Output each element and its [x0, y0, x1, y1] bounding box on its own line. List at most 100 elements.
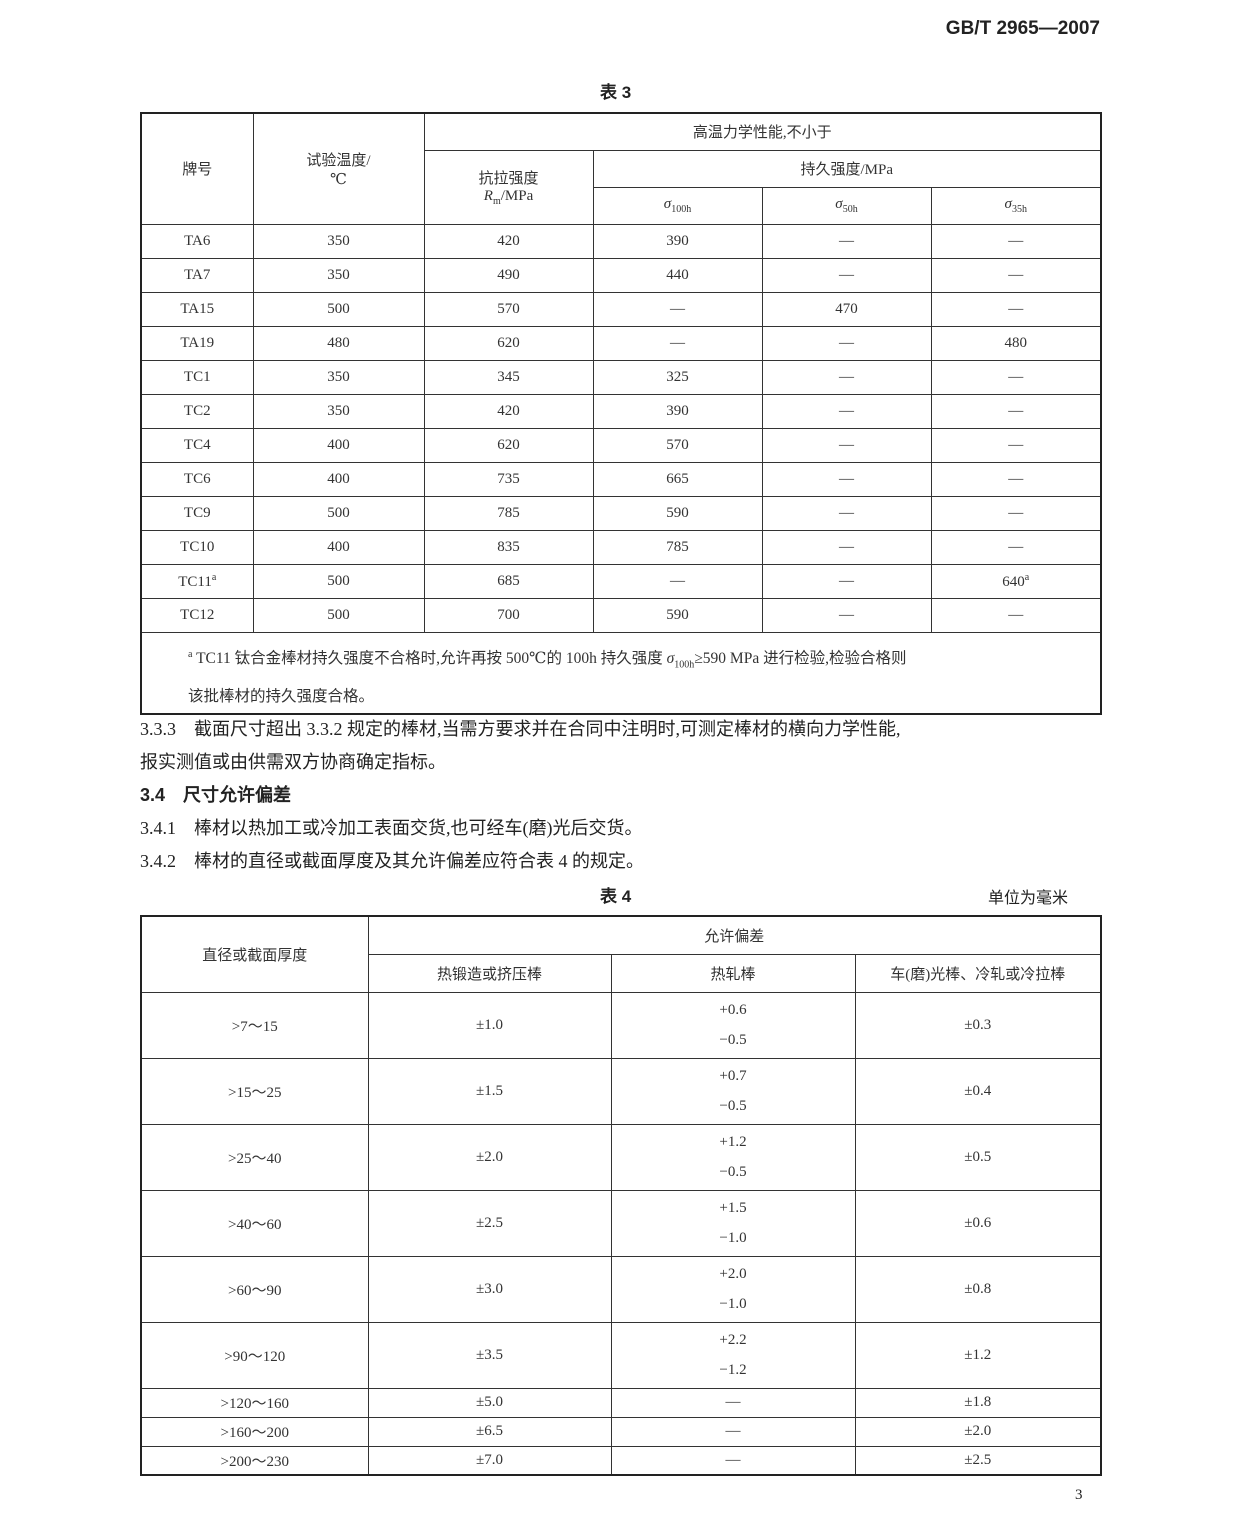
table-cell: — — [761, 359, 932, 395]
table-cell: 480 — [930, 325, 1102, 361]
table-row: TC4 400 620 570— — — [140, 427, 1102, 463]
table-cell: — — [592, 325, 763, 361]
table-cell: ±0.3 — [854, 991, 1102, 1059]
table-cell: — — [930, 529, 1102, 565]
table3-footnote: a TC11 钛合金棒材持久强度不合格时,允许再按 500℃的 100h 持久强… — [140, 631, 1102, 715]
table-cell: 490 — [423, 257, 594, 293]
table-row: TC2 350 420 390— — — [140, 393, 1102, 429]
table-cell: — — [761, 563, 932, 599]
table-cell: 590 — [592, 597, 763, 633]
header-group: 高温力学性能,不小于 — [423, 112, 1102, 151]
table-cell: 350 — [252, 257, 425, 293]
table-row: TC10 400 835 785— — — [140, 529, 1102, 565]
table-row: TC1 350 345 325— — — [140, 359, 1102, 395]
table-cell: — — [592, 291, 763, 327]
table-row: >160～200 ±6.5— ±2.0 — [140, 1416, 1102, 1447]
table-cell: 390 — [592, 223, 763, 259]
table-cell: — — [930, 291, 1102, 327]
table3-caption: 表 3 — [600, 83, 632, 102]
table-cell: TC1 — [140, 359, 254, 395]
table-row: >40～60 ±2.5 +1.5 −1.0 ±0.6 — [140, 1189, 1102, 1257]
table-cell: — — [761, 325, 932, 361]
table-cell: ±7.0 — [367, 1445, 612, 1476]
table-row: TA19 480 620— —480 — [140, 325, 1102, 361]
table-cell: 440 — [592, 257, 763, 293]
table-cell: — — [761, 597, 932, 633]
table-cell: — — [930, 359, 1102, 395]
table-cell: 400 — [252, 529, 425, 565]
header-sigma-50h: σ50h — [761, 186, 932, 225]
header-hot-rolled: 热轧棒 — [610, 953, 856, 993]
header-sigma-35h: σ35h — [930, 186, 1102, 225]
table-cell: 590 — [592, 495, 763, 531]
table-cell: 470 — [761, 291, 932, 327]
table-cell: ±1.8 — [854, 1387, 1102, 1418]
page-number: 3 — [1075, 1487, 1083, 1503]
table-cell: +1.2 −0.5 — [610, 1123, 856, 1191]
table-cell: 620 — [423, 325, 594, 361]
table-cell: 480 — [252, 325, 425, 361]
header-tolerance: 允许偏差 — [367, 915, 1102, 955]
table-cell: TA19 — [140, 325, 254, 361]
table-cell: >90～120 — [140, 1321, 369, 1389]
table-cell: TA6 — [140, 223, 254, 259]
table-cell: TA15 — [140, 291, 254, 327]
table-row: >15～25 ±1.5 +0.7 −0.5 ±0.4 — [140, 1057, 1102, 1125]
table-cell: ±2.5 — [854, 1445, 1102, 1476]
table-cell: — — [930, 223, 1102, 259]
table-cell: — — [930, 257, 1102, 293]
table-cell: >25～40 — [140, 1123, 369, 1191]
table-cell: — — [930, 427, 1102, 463]
table-cell: TC12 — [140, 597, 254, 633]
table-cell: >7～15 — [140, 991, 369, 1059]
table-cell: TC10 — [140, 529, 254, 565]
table-cell: ±6.5 — [367, 1416, 612, 1447]
table-row: TC12 500 700 590— — — [140, 597, 1102, 633]
table-cell: — — [930, 495, 1102, 531]
table-cell: 390 — [592, 393, 763, 429]
table4-unit: 单位为毫米 — [988, 890, 1069, 907]
table-cell: +0.6 −0.5 — [610, 991, 856, 1059]
table-cell: 350 — [252, 223, 425, 259]
table-cell: +1.5 −1.0 — [610, 1189, 856, 1257]
table-cell: >60～90 — [140, 1255, 369, 1323]
table-cell: >120～160 — [140, 1387, 369, 1418]
table-cell: — — [930, 597, 1102, 633]
table-row: TC9 500 785 590— — — [140, 495, 1102, 531]
table-cell: 350 — [252, 393, 425, 429]
table-cell: 640a — [930, 563, 1102, 599]
table-cell: ±0.4 — [854, 1057, 1102, 1125]
table-row: TA15 500 570—470— — [140, 291, 1102, 327]
table-cell: +2.2 −1.2 — [610, 1321, 856, 1389]
table-cell: 420 — [423, 393, 594, 429]
table-cell: ±3.5 — [367, 1321, 612, 1389]
table-row: >200～230 ±7.0— ±2.5 — [140, 1445, 1102, 1476]
table-cell: 700 — [423, 597, 594, 633]
table-cell: — — [761, 223, 932, 259]
table-cell: 345 — [423, 359, 594, 395]
header-forged: 热锻造或挤压棒 — [367, 953, 612, 993]
table-row: >120～160 ±5.0— ±1.8 — [140, 1387, 1102, 1418]
header-turned: 车(磨)光棒、冷轧或冷拉棒 — [854, 953, 1102, 993]
table-cell: 500 — [252, 495, 425, 531]
table-cell: >15～25 — [140, 1057, 369, 1125]
table-cell: — — [930, 461, 1102, 497]
table4: 直径或截面厚度 允许偏差 热锻造或挤压棒 热轧棒 车(磨)光棒、冷轧或冷拉棒 >… — [140, 915, 1103, 1476]
table-row: >60～90 ±3.0 +2.0 −1.0 ±0.8 — [140, 1255, 1102, 1323]
table-cell: +0.7 −0.5 — [610, 1057, 856, 1125]
table-row: >7～15 ±1.0 +0.6 −0.5 ±0.3 — [140, 991, 1102, 1059]
table-cell: 570 — [592, 427, 763, 463]
table-cell: 735 — [423, 461, 594, 497]
table-cell: 835 — [423, 529, 594, 565]
para-3-3-3: 3.3.3 截面尺寸超出 3.3.2 规定的棒材,当需方要求并在合同中注明时,可… — [140, 719, 901, 772]
table-cell: 500 — [252, 563, 425, 599]
table-cell: TA7 — [140, 257, 254, 293]
table-cell: +2.0 −1.0 — [610, 1255, 856, 1323]
table-cell: TC11a — [140, 563, 254, 599]
table-cell: — — [761, 495, 932, 531]
table-cell: ±2.0 — [367, 1123, 612, 1191]
table-cell: — — [610, 1387, 856, 1418]
table-cell: ±3.0 — [367, 1255, 612, 1323]
table-row: TA7 350 490 440— — — [140, 257, 1102, 293]
heading-3-4: 3.4 尺寸允许偏差 — [140, 785, 292, 805]
